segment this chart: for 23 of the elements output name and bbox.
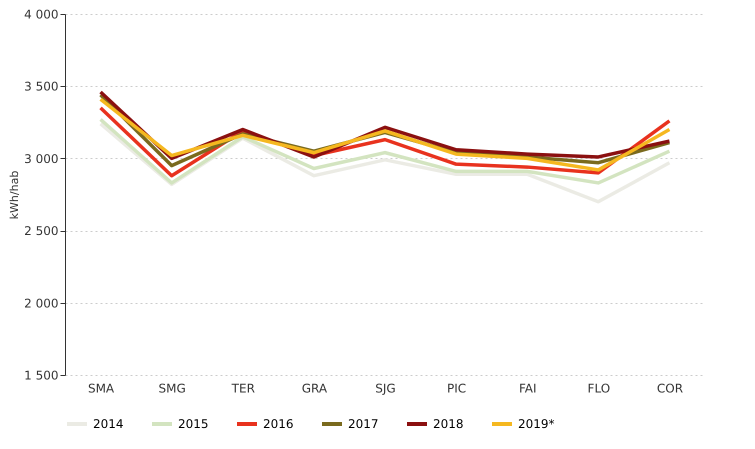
x-tick-label: TER <box>230 382 255 396</box>
y-tick-label: 2 000 <box>24 296 58 310</box>
y-tick-label: 4 000 <box>24 8 58 22</box>
y-tick-label: 3 500 <box>24 80 58 94</box>
x-tick-label: SMA <box>88 382 115 396</box>
legend-label: 2018 <box>433 417 464 431</box>
x-tick-label: PIC <box>447 382 466 396</box>
legend-label: 2017 <box>348 417 379 431</box>
x-tick-label: COR <box>656 382 684 396</box>
y-tick-label: 1 500 <box>24 368 58 382</box>
x-tick-label: GRA <box>302 382 328 396</box>
x-tick-label: FAI <box>518 382 537 396</box>
legend-label: 2016 <box>263 417 294 431</box>
x-tick-label: SMG <box>158 382 186 396</box>
y-tick-label: 3 000 <box>24 152 58 166</box>
x-tick-label: FLO <box>588 382 610 396</box>
legend-label: 2015 <box>178 417 209 431</box>
line-series <box>98 118 672 185</box>
legend-label: 2019* <box>518 417 555 431</box>
y-tick-label: 2 500 <box>24 224 58 238</box>
x-tick-label: SJG <box>375 382 396 396</box>
legend-label: 2014 <box>93 417 124 431</box>
y-axis-title: kWh/hab <box>8 170 22 220</box>
